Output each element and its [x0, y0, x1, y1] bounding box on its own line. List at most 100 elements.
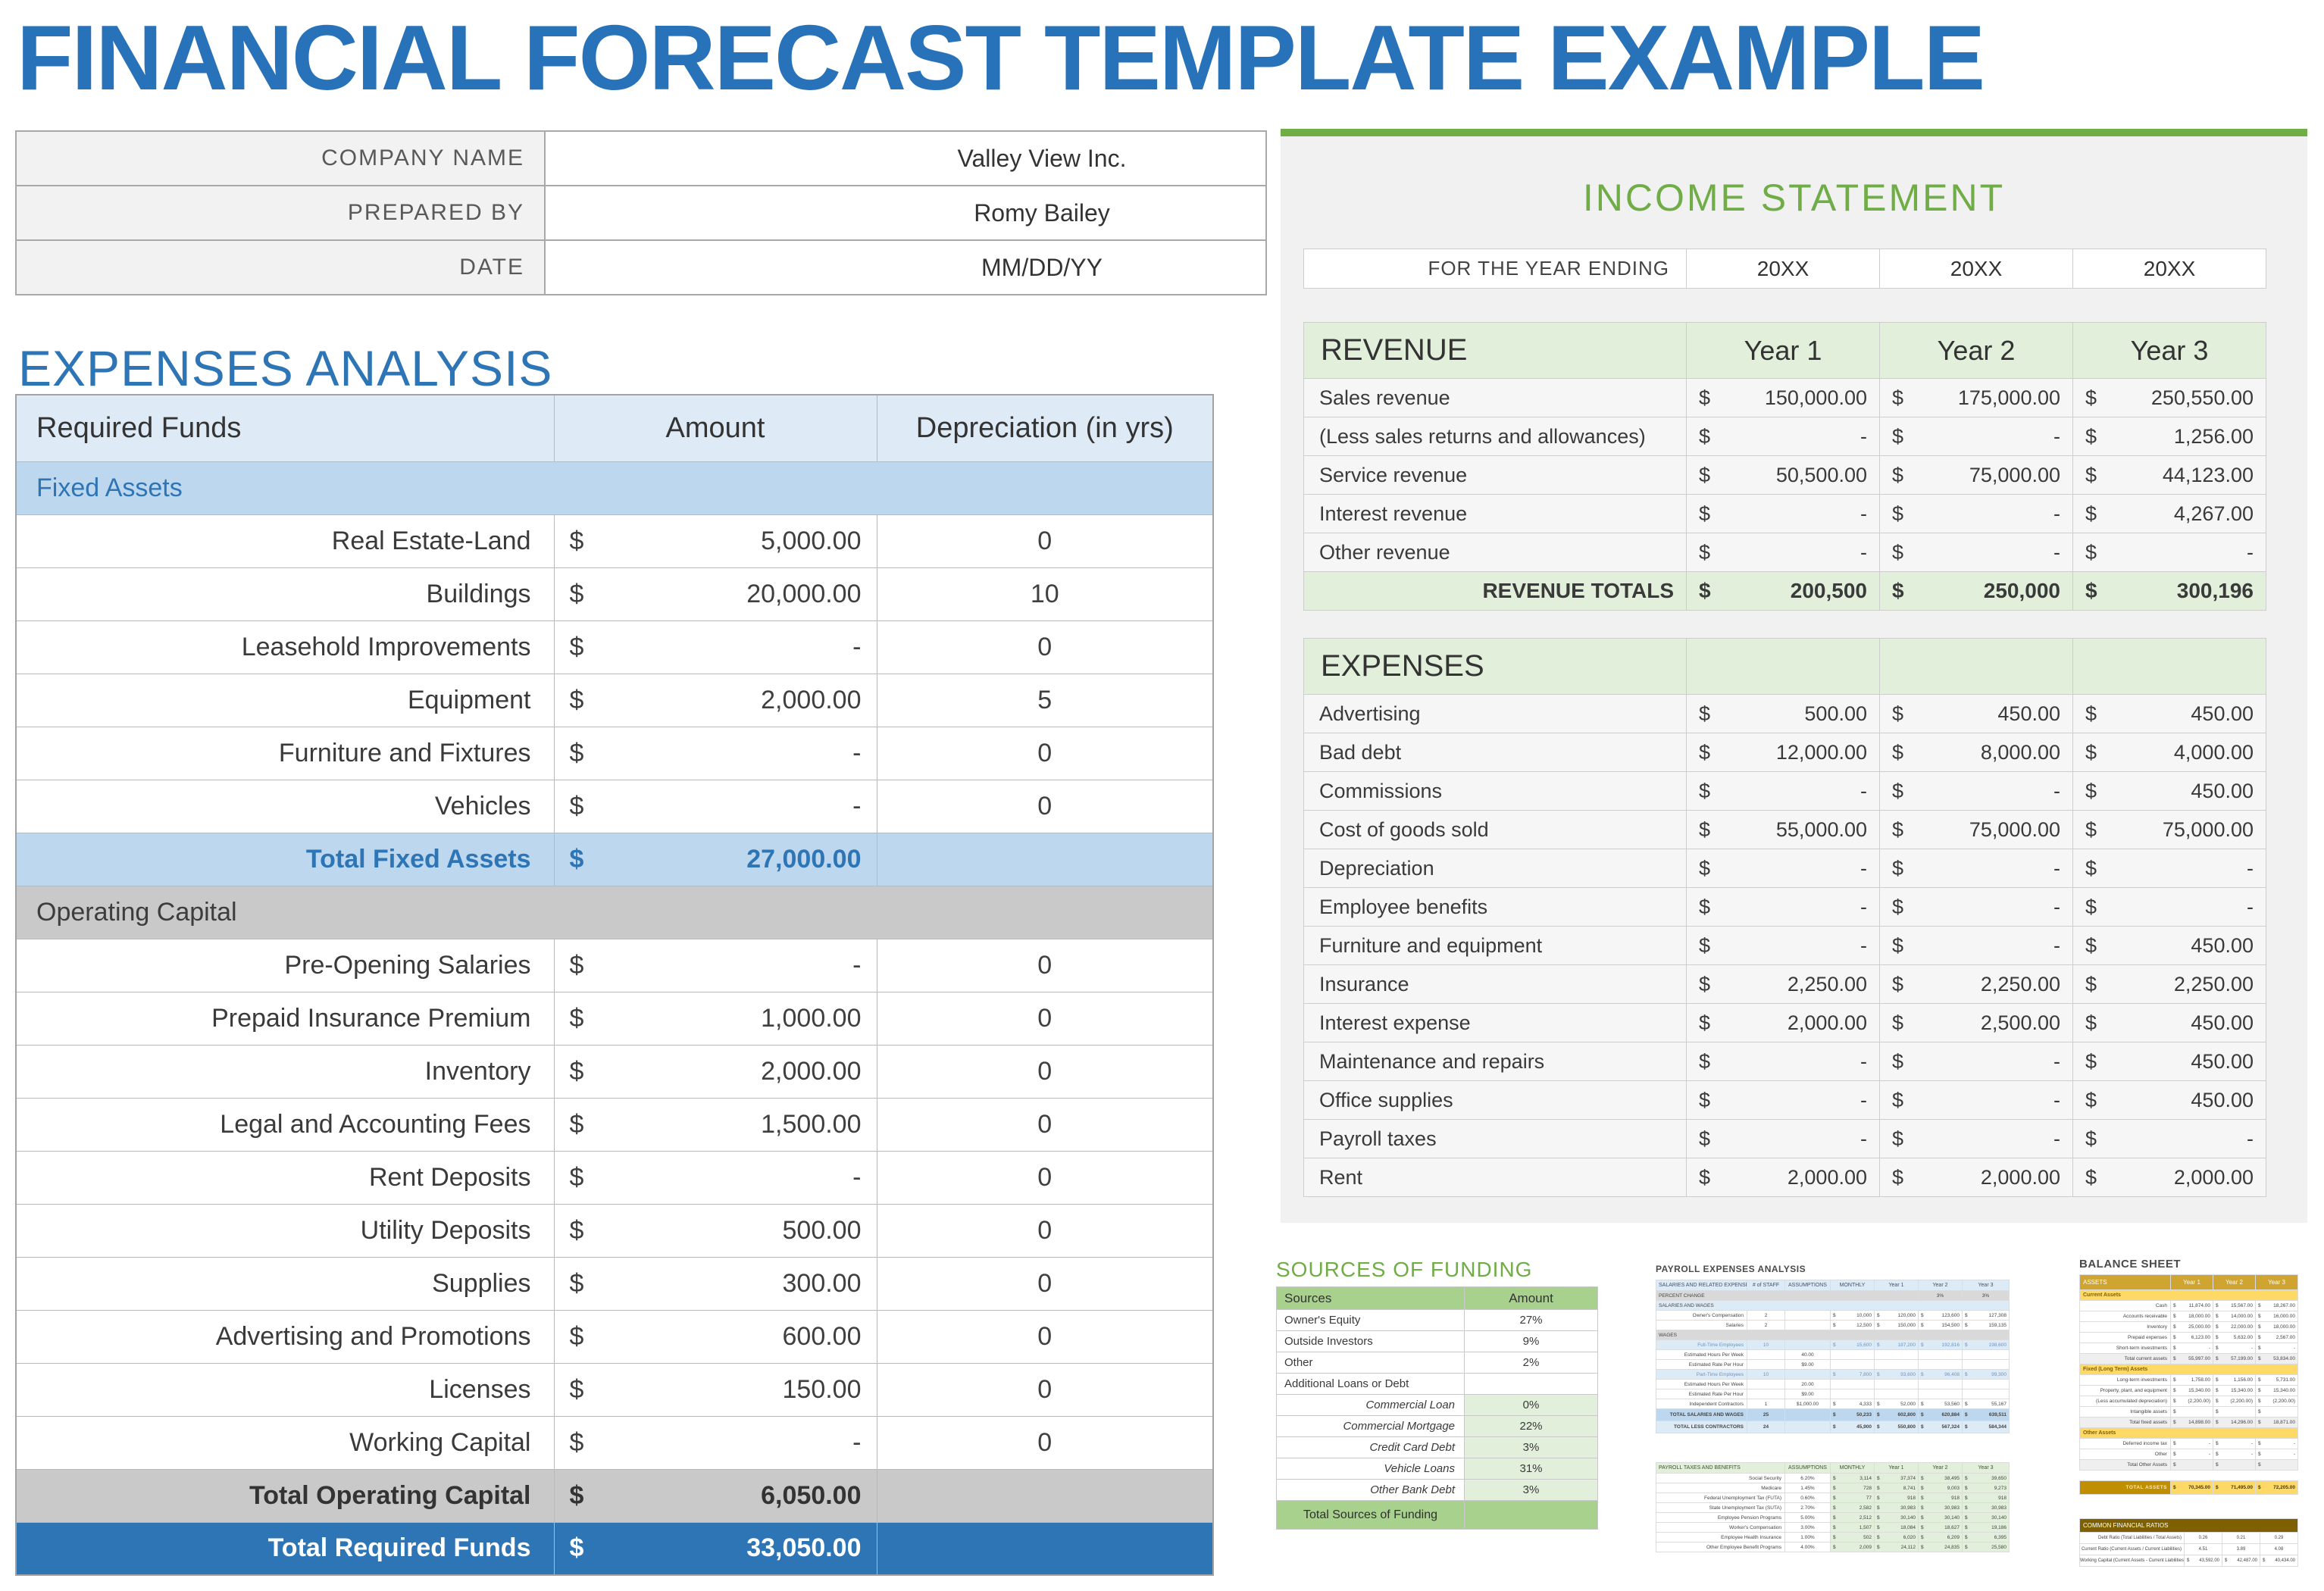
money-value: 728: [1863, 1485, 1872, 1491]
dollar-sign: $: [2216, 1303, 2219, 1308]
money-row: $93,600: [1875, 1372, 1918, 1377]
money-cell: $75,000.00: [1879, 455, 2073, 495]
column-header: # of STAFF: [1747, 1280, 1785, 1291]
balance-row: Accounts receivable $18,000.00 $14,000.00 $…: [2079, 1311, 2298, 1322]
income-item-label: Service revenue: [1303, 455, 1687, 495]
money-value: 8,000.00: [1980, 740, 2060, 764]
money-cell: $77: [1830, 1493, 1875, 1503]
money-row: $639,511: [1963, 1412, 2009, 1418]
money-row: $ -: [1881, 541, 2072, 564]
money-row: $500.00: [1687, 702, 1879, 726]
money-value: 2,000.00: [761, 685, 862, 714]
income-item-label: Other revenue: [1303, 533, 1687, 572]
money-cell: $5,000.00: [553, 514, 877, 568]
sources-of-funding-title: SOURCES OF FUNDING: [1276, 1258, 1533, 1281]
row-label: Employee Health Insurance: [1656, 1532, 1785, 1543]
money-cell: $2,512: [1830, 1512, 1875, 1523]
money-value: 12,500: [1856, 1322, 1872, 1328]
money-value: -: [2053, 779, 2060, 802]
percent-value: 3%: [1962, 1290, 2010, 1301]
dollar-sign: $: [1833, 1322, 1836, 1328]
money-cell: $250,000: [1879, 571, 2073, 611]
money-row: $200,500: [1687, 579, 1879, 603]
money-cell: $99,300: [1962, 1369, 2010, 1380]
money-value: 45,900: [1856, 1424, 1872, 1430]
year-column-header: [1686, 638, 1880, 695]
money-row: $18,084: [1875, 1525, 1918, 1530]
assumption-value: 3.00%: [1784, 1522, 1831, 1533]
money-row: $55,000.00: [1687, 818, 1879, 842]
sources-row: Commercial Mortgage 22%: [1276, 1415, 1598, 1437]
staff-count: 1: [1747, 1399, 1785, 1409]
money-row: $30,983: [1875, 1505, 1918, 1511]
value-wrap: MM/DD/YY: [546, 254, 1265, 282]
dollar-sign: $: [2258, 1388, 2261, 1393]
dollar-sign: $: [2258, 1324, 2261, 1330]
item-row: Furniture and Fixtures $ -0: [15, 726, 1214, 780]
money-row: $2,000.00: [555, 1057, 876, 1086]
year-placeholder: 20XX: [1686, 248, 1880, 289]
money-value: 6,050.00: [761, 1480, 862, 1510]
value-wrap: Valley View Inc.: [546, 145, 1265, 173]
money-value: 250,000: [1983, 579, 2060, 602]
money-row: $14,898.00: [2172, 1420, 2213, 1425]
dollar-sign: $: [2258, 1356, 2261, 1361]
source-label: Additional Loans or Debt: [1276, 1373, 1465, 1395]
income-header-row: EXPENSES: [1303, 638, 2266, 695]
money-value: -: [2208, 1452, 2210, 1457]
money-cell: $639,511: [1962, 1408, 2010, 1421]
money-cell: $300,196: [2072, 571, 2266, 611]
money-row: $600.00: [555, 1322, 876, 1352]
money-cell: $9,273: [1962, 1483, 2010, 1493]
depreciation-value: 0: [876, 1362, 1214, 1417]
money-value: 2,512: [1859, 1514, 1872, 1521]
money-cell: $1,758.00: [2170, 1374, 2213, 1386]
tax-row: Medicare 1.45% $728 $8,741 $9,003 $9,273: [1656, 1483, 2010, 1493]
section-row: Fixed Assets: [15, 461, 1214, 515]
money-cell: $ -: [2072, 533, 2266, 572]
balance-row: Property, plant, and equipment $15,340.00…: [2079, 1385, 2298, 1396]
money-row: $918: [1963, 1496, 2009, 1501]
income-item-label: Interest revenue: [1303, 494, 1687, 533]
money-row: $15,600: [1831, 1343, 1874, 1348]
money-value: 127,308: [1988, 1312, 2007, 1318]
dollar-sign: $: [1699, 972, 1711, 996]
money-row: $ -: [1687, 857, 1879, 880]
tax-row: State Unemployment Tax (SUTA) 2.70% $2,582…: [1656, 1502, 2010, 1513]
dollar-sign: $: [2085, 856, 2097, 880]
money-row: $ -: [2214, 1452, 2255, 1457]
row-label: TOTAL ASSETS: [2079, 1480, 2171, 1495]
money-value: 150.00: [782, 1374, 862, 1404]
dollar-sign: $: [1833, 1534, 1836, 1540]
source-label: Commercial Mortgage: [1276, 1415, 1465, 1437]
money-value: 43,592.00: [2199, 1558, 2219, 1563]
dollar-sign: $: [2216, 1441, 2219, 1446]
ratio-value: 0.26: [2184, 1532, 2222, 1544]
money-cell: $584,344: [1962, 1421, 2010, 1433]
item-label: Prepaid Insurance Premium: [15, 991, 555, 1046]
income-item-row: Interest revenue $ - $ - $4,267.00: [1303, 494, 2266, 533]
dollar-sign: $: [569, 1109, 584, 1139]
row-label: Estimated Hours Per Week: [1656, 1349, 1747, 1360]
money-row: $9,273: [1963, 1486, 2009, 1491]
row-label: Total current assets: [2079, 1353, 2171, 1364]
dollar-sign: $: [2173, 1441, 2176, 1446]
item-label: Equipment: [15, 673, 555, 727]
money-value: 250,550.00: [2150, 386, 2254, 409]
balance-row: Cash $11,874.00 $15,567.00 $18,267.00: [2079, 1300, 2298, 1311]
money-row: $ -: [1881, 1127, 2072, 1151]
money-value: 14,898.00: [2188, 1420, 2210, 1425]
money-row: $ -: [2257, 1346, 2297, 1351]
money-value: 500.00: [1804, 702, 1867, 725]
total-label: Total Sources of Funding: [1276, 1500, 1465, 1530]
ratio-label: Current Ratio (Current Assets / Current …: [2079, 1543, 2185, 1555]
money-value: 918: [1907, 1495, 1916, 1501]
dollar-sign: $: [569, 685, 584, 714]
money-row: $918: [1919, 1496, 1962, 1501]
item-label: Utility Deposits: [15, 1203, 555, 1258]
money-value: -: [1860, 424, 1867, 448]
money-value: 50,500.00: [1775, 463, 1867, 486]
money-cell: $30,140: [1918, 1512, 1963, 1523]
empty-cell: [1874, 1379, 1919, 1389]
money-cell: $24,835: [1918, 1542, 1963, 1552]
